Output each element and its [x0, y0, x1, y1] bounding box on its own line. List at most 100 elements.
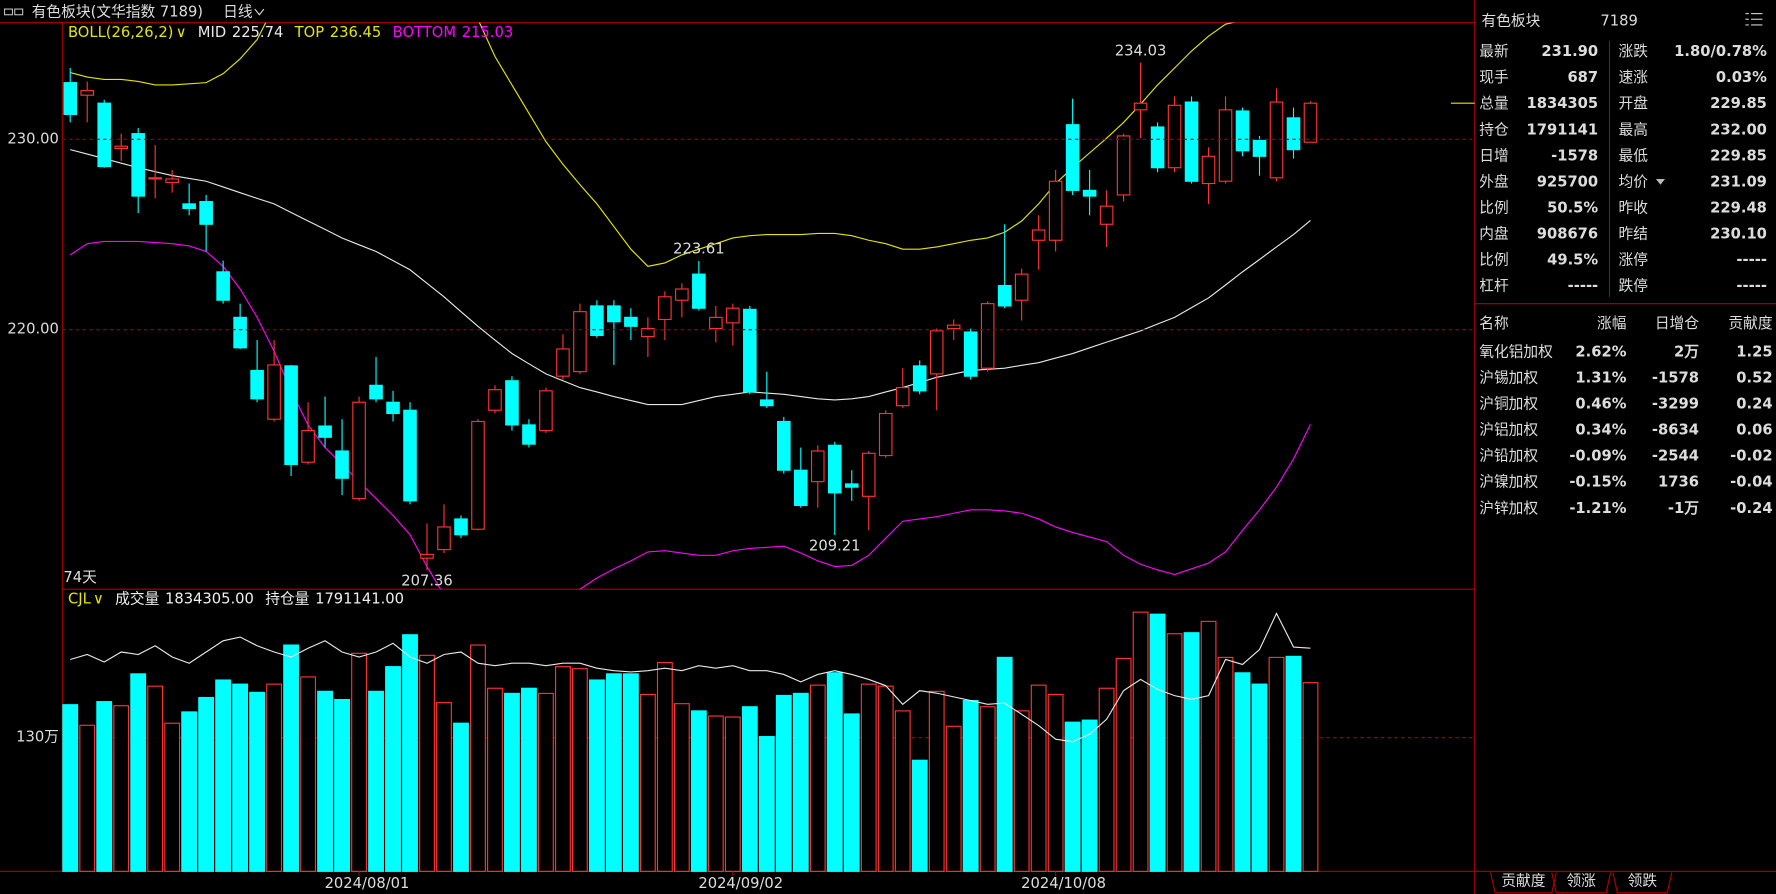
volume-bar — [96, 701, 113, 872]
candle-body — [709, 316, 723, 330]
volume-bar — [1268, 656, 1285, 872]
table-header: 贡献度 — [1728, 315, 1772, 332]
quote-value: ----- — [1736, 278, 1767, 295]
volume-bar — [1200, 620, 1217, 872]
tab-label[interactable]: 领涨 — [1566, 873, 1596, 890]
x-tick-label: 2024/09/02 — [698, 875, 783, 892]
extreme-label: 207.36 — [401, 573, 453, 590]
candle-body — [182, 203, 196, 210]
panel-menu-icon[interactable] — [1745, 13, 1763, 26]
table-header: 名称 — [1479, 315, 1509, 332]
quote-value: 687 — [1567, 69, 1598, 86]
candle-body — [471, 420, 485, 530]
volume-bar — [724, 716, 741, 872]
candle-body — [658, 296, 672, 321]
volume-bar — [707, 715, 724, 872]
quote-value: 232.00 — [1710, 121, 1767, 138]
quote-value: ----- — [1736, 252, 1767, 269]
volume-bar — [130, 673, 147, 872]
volume-bar — [1183, 632, 1200, 872]
legend-name: 持仓量 — [265, 590, 309, 607]
volume-bar — [775, 694, 792, 872]
volume-bar — [1081, 719, 1098, 872]
period-selector[interactable]: 日线 — [223, 3, 253, 20]
candle-body — [301, 430, 315, 463]
quote-label: 杠杆 — [1479, 278, 1509, 295]
volume-bar — [1030, 684, 1047, 872]
candle-body — [1082, 189, 1097, 197]
volume-bar — [1251, 683, 1268, 872]
candle-body — [267, 364, 281, 420]
quote-value: 230.10 — [1710, 226, 1767, 243]
volume-bar — [605, 673, 622, 872]
indicator-legend: BOLL(26,26,2) ∨ MID 225.74 TOP 236.45 BOTTOM 21… — [68, 24, 513, 41]
window-title: 有色板块(文华指数 7189) — [32, 2, 203, 20]
candle-body — [1065, 124, 1080, 191]
volume-bar — [555, 666, 571, 872]
dropdown-arrow[interactable] — [254, 8, 265, 16]
volume-plot: 130万 CJL ∨ 成交量 1834305.00 持仓量 1791141.00 2024/0… — [16, 589, 1475, 892]
table-cell: 1.31% — [1575, 369, 1626, 386]
quote-value: 925700 — [1537, 173, 1598, 190]
tab[interactable] — [1612, 872, 1673, 894]
candle-body — [624, 316, 638, 327]
quote-value: 0.03% — [1716, 69, 1767, 86]
candle-body — [946, 324, 961, 330]
candle-body — [980, 303, 995, 369]
volume-bar — [453, 722, 469, 872]
tab-label[interactable]: 领跌 — [1628, 873, 1658, 890]
quote-label: 最高 — [1619, 121, 1648, 138]
candle-body — [997, 284, 1012, 307]
volume-bar — [1166, 633, 1183, 872]
volume-bar — [1098, 687, 1115, 872]
quote-value: 908676 — [1537, 226, 1598, 243]
legend-name: BOTTOM — [393, 24, 456, 41]
table-cell: 沪锡加权 — [1479, 369, 1538, 386]
candle-body — [335, 450, 349, 479]
volume-bar — [843, 713, 860, 872]
candle-body — [726, 307, 740, 324]
candle-body — [827, 444, 842, 494]
volume-bar — [758, 736, 775, 872]
volume-bar — [215, 679, 232, 872]
volume-bar — [62, 704, 79, 872]
dropdown-arrow: ∨ — [93, 590, 104, 607]
tab[interactable] — [1551, 872, 1612, 894]
table-cell: 0.34% — [1575, 422, 1626, 439]
volume-bar — [368, 690, 384, 872]
panel-code: 7189 — [1600, 13, 1637, 30]
candle-body — [1269, 101, 1284, 179]
candle-body — [369, 384, 383, 400]
volume-bar — [928, 690, 945, 872]
volume-bar — [232, 683, 249, 872]
y-tick-label: 220.00 — [7, 321, 59, 338]
volume-bar — [1132, 611, 1149, 872]
avg-price-arrow[interactable] — [1655, 179, 1665, 185]
candle-body — [148, 177, 162, 180]
quote-label: 日增 — [1479, 147, 1508, 164]
toolbar-icon[interactable] — [3, 8, 24, 16]
table-cell: 2.62% — [1575, 343, 1626, 360]
candle-body — [573, 311, 587, 373]
tab-label[interactable]: 贡献度 — [1501, 873, 1545, 890]
quote-value: -1578 — [1551, 147, 1598, 164]
volume-bar — [809, 684, 826, 872]
quote-value: 229.85 — [1710, 95, 1767, 112]
quote-label: 跌停 — [1619, 278, 1648, 295]
table-cell: -1.21% — [1569, 500, 1626, 517]
table-header: 涨幅 — [1597, 315, 1627, 332]
candle-body — [963, 331, 978, 377]
boll-line — [70, 22, 1235, 267]
legend-value: 1834305.00 — [165, 590, 254, 607]
extreme-label: 223.61 — [673, 241, 725, 258]
candle-body — [743, 308, 757, 393]
legend-value: 225.74 — [232, 24, 284, 41]
legend-name: MID — [198, 24, 226, 41]
table-cell: -0.15% — [1569, 474, 1626, 491]
quote-label: 昨结 — [1619, 226, 1648, 243]
volume-bar — [571, 668, 588, 872]
candle-body — [488, 389, 502, 411]
quote-label: 总量 — [1479, 95, 1509, 112]
volume-bar — [1149, 613, 1166, 872]
